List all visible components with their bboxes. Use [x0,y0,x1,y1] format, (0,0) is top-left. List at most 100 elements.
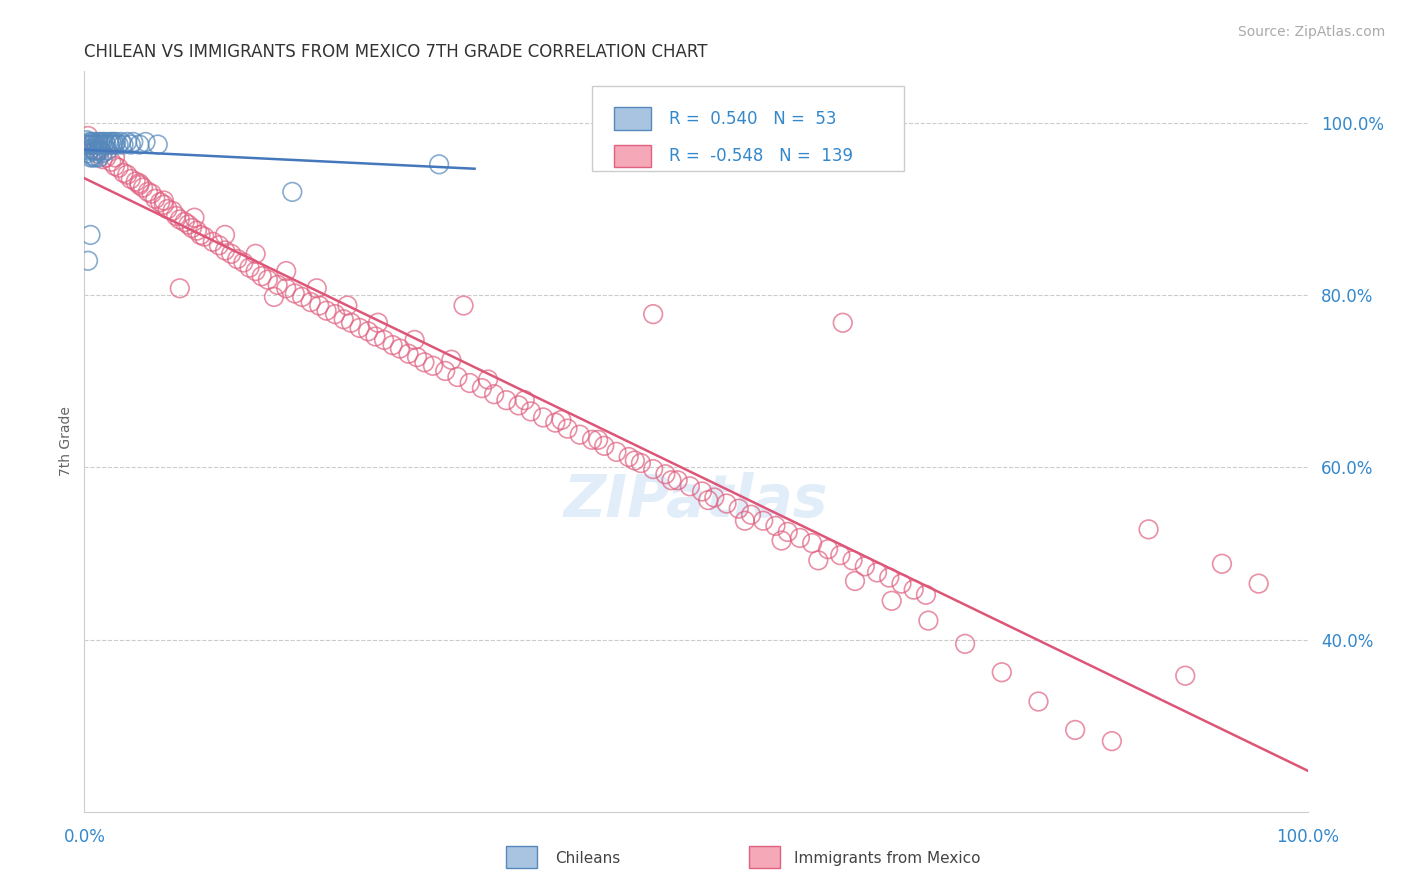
Point [90,137,112,152]
Point [817,542,839,557]
Point [190,227,212,242]
Point [250,269,273,284]
Point [165,209,187,223]
Point [776,524,799,539]
Point [508,398,530,412]
Point [120,172,142,186]
Point [115,168,138,182]
Point [593,439,616,453]
Point [79,137,101,152]
Point [77,135,100,149]
Point [915,588,938,602]
Point [226,252,249,266]
Point [77,146,100,161]
Point [103,135,125,149]
Point [550,413,572,427]
Point [80,135,103,149]
Point [87,144,110,158]
Point [141,186,163,201]
Point [153,198,176,212]
Point [214,227,236,242]
Point [336,299,359,313]
Point [100,154,122,169]
Point [453,299,475,313]
Point [83,135,105,149]
Point [86,137,108,152]
Point [323,307,346,321]
Point [373,333,395,347]
Point [105,135,128,149]
Point [807,553,830,567]
Point [214,244,236,258]
Point [422,359,444,373]
Point [740,508,762,522]
Point [107,137,129,152]
Point [458,376,481,390]
Point [91,135,114,149]
Point [76,142,98,156]
Point [903,582,925,597]
Point [80,137,103,152]
Point [169,212,191,227]
Point [1211,557,1233,571]
Text: Chileans: Chileans [555,851,620,865]
Point [104,151,127,165]
Point [364,329,387,343]
Point [276,264,298,278]
Point [830,548,852,562]
Point [132,180,155,194]
Point [666,473,689,487]
Point [770,533,793,548]
Point [76,133,98,147]
Point [520,404,543,418]
Point [605,445,627,459]
Point [1174,669,1197,683]
Point [446,370,468,384]
Point [471,381,494,395]
Point [77,137,100,152]
Point [135,135,157,149]
Text: R =  0.540   N =  53: R = 0.540 N = 53 [669,110,837,128]
Point [917,614,939,628]
Point [112,137,135,152]
Point [122,135,145,149]
Point [557,422,579,436]
Point [308,299,330,313]
Point [531,410,554,425]
Point [332,312,354,326]
Point [181,221,204,235]
Point [1028,694,1050,708]
Point [877,570,900,584]
Point [87,142,110,156]
Point [257,273,280,287]
Point [82,149,104,163]
Point [752,514,775,528]
Point [79,227,101,242]
Point [79,151,101,165]
Point [734,514,756,528]
Point [440,352,463,367]
Point [128,137,150,152]
Point [1064,723,1087,737]
Point [716,496,738,510]
Point [100,135,122,149]
Point [266,277,288,292]
Bar [506,846,537,868]
Point [77,253,100,268]
Point [89,135,111,149]
Point [1101,734,1123,748]
Point [110,135,132,149]
Point [143,192,166,206]
Point [101,137,124,152]
Point [91,146,114,161]
Point [193,229,215,244]
Point [169,281,191,295]
Point [82,137,104,152]
Point [89,144,111,158]
Point [83,144,105,158]
Point [97,144,120,158]
Point [186,224,208,238]
Point [84,144,107,158]
Point [643,462,665,476]
Point [1247,576,1270,591]
